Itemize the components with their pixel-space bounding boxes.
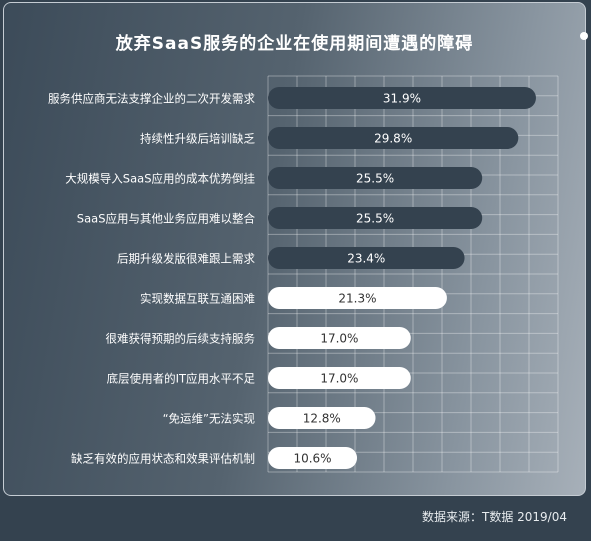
category-label: 持续性升级后培训缺乏 [140, 132, 255, 146]
bar-value-label: 23.4% [347, 252, 385, 266]
chart-title: 放弃SaaS服务的企业在使用期间遭遇的障碍 [115, 34, 474, 54]
bar-value-label: 10.6% [293, 452, 331, 466]
bar [268, 247, 465, 269]
bar [268, 287, 447, 309]
bar-value-label: 17.0% [320, 372, 358, 386]
category-label: 很难获得预期的后续支持服务 [106, 332, 256, 346]
bar-value-label: 31.9% [383, 92, 421, 106]
bar-value-label: 12.8% [303, 412, 341, 426]
category-label: 缺乏有效的应用状态和效果评估机制 [71, 452, 255, 466]
category-label: SaaS应用与其他业务应用难以整合 [77, 212, 256, 226]
bar [268, 327, 411, 349]
bar-value-label: 25.5% [356, 212, 394, 226]
decorative-dot-icon [580, 32, 588, 40]
bar-chart: 服务供应商无法支撑企业的二次开发需求 31.9% 持续性升级后培训缺乏 29.8% 大规… [48, 75, 559, 473]
chart-card: 放弃SaaS服务的企业在使用期间遭遇的障碍 服务供应商无法支撑企业的二次开发需求… [3, 2, 586, 496]
bar [268, 87, 536, 109]
category-label: 实现数据互联互通困难 [140, 292, 255, 306]
category-label: 大规模导入SaaS应用的成本优势倒挂 [65, 172, 255, 186]
bar-value-label: 21.3% [338, 292, 376, 306]
bar [268, 167, 483, 189]
bar [268, 127, 519, 149]
category-label: 服务供应商无法支撑企业的二次开发需求 [48, 92, 255, 106]
category-label: “免运维”无法实现 [163, 412, 255, 426]
bar [268, 407, 376, 429]
bar-value-label: 17.0% [320, 332, 358, 346]
bar [268, 207, 483, 229]
bar-value-label: 25.5% [356, 172, 394, 186]
category-label: 后期升级发版很难跟上需求 [117, 252, 255, 266]
bar [268, 367, 411, 389]
bar-value-label: 29.8% [374, 132, 412, 146]
category-label: 底层使用者的IT应用水平不足 [107, 372, 256, 386]
data-source-note: 数据来源：T数据 2019/04 [422, 510, 567, 524]
bar [268, 447, 358, 469]
